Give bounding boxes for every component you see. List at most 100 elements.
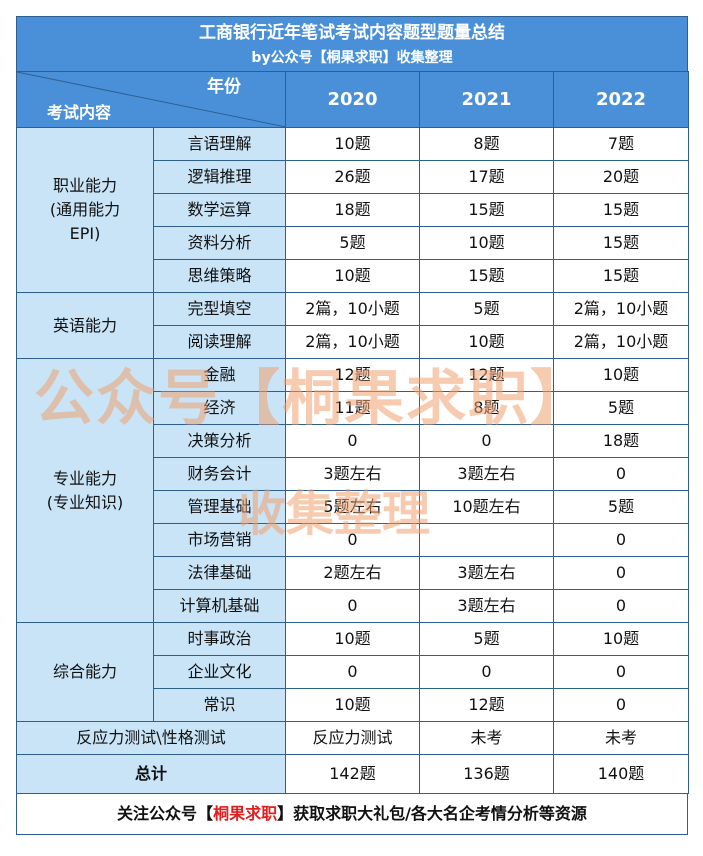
value-cell: 5题 [285, 226, 420, 260]
category-label-line: (专业知识) [46, 492, 124, 512]
total-value-cell: 142题 [285, 754, 420, 794]
subject-cell: 计算机基础 [153, 589, 286, 623]
year-label: 年份 [207, 77, 241, 97]
value-cell: 0 [553, 688, 689, 722]
value-cell: 2篇，10小题 [285, 292, 420, 326]
subject-cell: 资料分析 [153, 226, 286, 260]
value-cell: 3题左右 [419, 589, 554, 623]
value-cell: 10题 [285, 127, 420, 161]
value-cell: 0 [285, 523, 420, 557]
value-cell: 15题 [553, 193, 689, 227]
table-row: 常识 10题 12题 0 [17, 688, 689, 722]
table-row: 法律基础 2题左右 3题左右 0 [17, 556, 689, 590]
value-cell: 20题 [553, 160, 689, 194]
value-cell: 15题 [419, 193, 554, 227]
subject-cell: 言语理解 [153, 127, 286, 161]
category-label-line: EPI) [69, 224, 101, 243]
value-cell: 反应力测试 [285, 721, 420, 755]
value-cell: 0 [285, 589, 420, 623]
total-label: 总计 [16, 754, 286, 794]
table-row: 市场营销 0 0 [17, 523, 689, 557]
subject-cell: 管理基础 [153, 490, 286, 524]
total-row: 总计 142题 136题 140题 [16, 754, 689, 794]
value-cell: 10题 [285, 259, 420, 293]
value-cell: 0 [553, 523, 689, 557]
table-row: 经济 11题 8题 5题 [17, 391, 689, 425]
category-label-line: (通用能力 [49, 200, 121, 219]
value-cell: 15题 [553, 226, 689, 260]
special-row-label: 反应力测试\性格测试 [16, 721, 286, 755]
category-label-line: 专业能力 [52, 468, 117, 488]
table-row: 阅读理解 2篇，10小题 10题 2篇，10小题 [17, 325, 689, 359]
value-cell: 5题 [553, 490, 689, 524]
year-header: 2020 [285, 71, 420, 128]
subject-cell: 市场营销 [153, 523, 286, 557]
value-cell: 12题 [285, 358, 420, 392]
value-cell: 2篇，10小题 [553, 325, 689, 359]
value-cell: 2题左右 [285, 556, 420, 590]
value-cell: 18题 [285, 193, 420, 227]
diagonal-line [17, 72, 286, 127]
subject-cell: 法律基础 [153, 556, 286, 590]
header-row: 年份 考试内容 2020 2021 2022 [16, 71, 689, 128]
value-cell: 5题 [553, 391, 689, 425]
table-row: 财务会计 3题左右 3题左右 0 [17, 457, 689, 491]
value-cell: 26题 [285, 160, 420, 194]
value-cell: 10题 [553, 358, 689, 392]
title-bar: 工商银行近年笔试考试内容题型题量总结 by公众号【桐果求职】收集整理 [16, 16, 688, 71]
category-label-line: 职业能力 [52, 176, 117, 195]
subject-cell: 数学运算 [153, 193, 286, 227]
table-row: 计算机基础 0 3题左右 0 [17, 589, 689, 623]
value-cell: 2篇，10小题 [553, 292, 689, 326]
footer-highlight: 桐果求职 [213, 804, 278, 823]
value-cell: 0 [419, 424, 554, 458]
exam-table: 年份 考试内容 2020 2021 2022 职业能力(通用能力EPI)职业能力… [16, 71, 689, 794]
value-cell: 0 [285, 655, 420, 689]
category-cell: 综合能力综合能力 [16, 622, 154, 722]
value-cell: 18题 [553, 424, 689, 458]
category-label-line: 英语能力 [52, 315, 117, 335]
year-header: 2022 [553, 71, 689, 128]
value-cell: 5题 [419, 292, 554, 326]
subject-cell: 决策分析 [153, 424, 286, 458]
value-cell: 2篇，10小题 [285, 325, 420, 359]
value-cell: 3题左右 [285, 457, 420, 491]
exam-summary-sheet: 工商银行近年笔试考试内容题型题量总结 by公众号【桐果求职】收集整理 年份 考试… [16, 16, 689, 835]
category-cell: 专业能力(专业知识)专业能力(专业知识) [16, 358, 154, 623]
subject-cell: 金融 [153, 358, 286, 392]
subject-cell: 财务会计 [153, 457, 286, 491]
value-cell [419, 523, 554, 557]
footer-note: 关注公众号【桐果求职】获取求职大礼包/各大名企考情分析等资源 [16, 794, 688, 835]
value-cell: 10题左右 [419, 490, 554, 524]
value-cell: 3题左右 [419, 556, 554, 590]
table-row: 资料分析 5题 10题 15题 [17, 226, 689, 260]
value-cell: 10题 [553, 622, 689, 656]
value-cell: 15题 [553, 259, 689, 293]
value-cell: 0 [553, 457, 689, 491]
table-row: 企业文化 0 0 0 [17, 655, 689, 689]
table-row: 反应力测试\性格测试 反应力测试 未考 未考 [16, 721, 689, 755]
value-cell: 8题 [419, 391, 554, 425]
content-label: 考试内容 [47, 103, 112, 122]
category-label-line: 综合能力 [52, 662, 117, 681]
value-cell: 10题 [285, 688, 420, 722]
value-cell: 11题 [285, 391, 420, 425]
subject-cell: 企业文化 [153, 655, 286, 689]
page-subtitle: by公众号【桐果求职】收集整理 [251, 50, 453, 66]
total-value-cell: 140题 [553, 754, 689, 794]
subject-cell: 完型填空 [153, 292, 286, 326]
value-cell: 0 [419, 655, 554, 689]
value-cell: 8题 [419, 127, 554, 161]
value-cell: 0 [285, 424, 420, 458]
value-cell: 15题 [419, 259, 554, 293]
value-cell: 0 [553, 655, 689, 689]
value-cell: 10题 [419, 226, 554, 260]
value-cell: 10题 [419, 325, 554, 359]
subject-cell: 逻辑推理 [153, 160, 286, 194]
value-cell: 7题 [553, 127, 689, 161]
subject-cell: 常识 [153, 688, 286, 722]
category-cell: 英语能力英语能力 [16, 292, 154, 359]
value-cell: 未考 [553, 721, 689, 755]
